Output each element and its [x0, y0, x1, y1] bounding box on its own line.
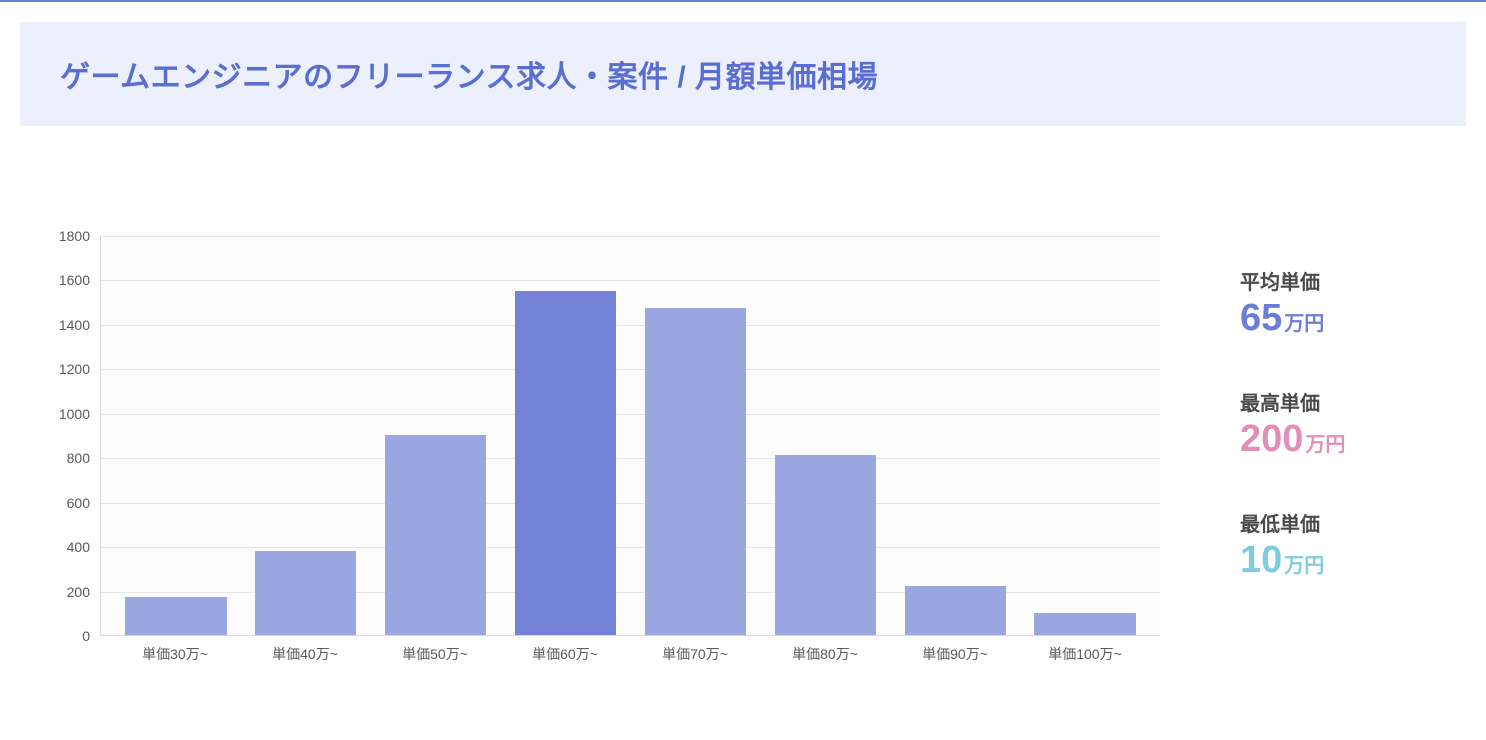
x-tick-label: 単価60万~	[500, 644, 630, 664]
stat-max-unit: 万円	[1305, 428, 1345, 457]
stat-average-unit: 万円	[1284, 307, 1324, 336]
top-divider	[0, 0, 1486, 2]
y-tick-label: 600	[30, 495, 90, 511]
y-tick-label: 1600	[30, 272, 90, 288]
bar-slot	[241, 236, 371, 635]
content-row: 020040060080010001200140016001800 単価30万~…	[0, 236, 1486, 676]
bar-slot	[501, 236, 631, 635]
stat-min-unit: 万円	[1284, 549, 1324, 578]
bar	[1034, 613, 1135, 635]
bar-slot	[760, 236, 890, 635]
bar-slot	[631, 236, 761, 635]
stat-min-label: 最低単価	[1240, 508, 1345, 537]
bar	[645, 308, 746, 635]
price-histogram-chart: 020040060080010001200140016001800 単価30万~…	[20, 236, 1180, 676]
stat-min-value: 10 万円	[1240, 541, 1345, 579]
bar	[515, 291, 616, 635]
bar	[905, 586, 1006, 635]
x-tick-label: 単価70万~	[630, 644, 760, 664]
page-title: ゲームエンジニアのフリーランス求人・案件 / 月額単価相場	[60, 52, 1426, 96]
bar-slot	[1020, 236, 1150, 635]
x-tick-label: 単価40万~	[240, 644, 370, 664]
y-tick-label: 200	[30, 584, 90, 600]
x-tick-label: 単価90万~	[890, 644, 1020, 664]
bar-slot	[890, 236, 1020, 635]
x-tick-label: 単価100万~	[1020, 644, 1150, 664]
x-tick-label: 単価50万~	[370, 644, 500, 664]
y-tick-label: 800	[30, 450, 90, 466]
bar	[255, 551, 356, 635]
bar	[125, 597, 226, 635]
stat-average: 平均単価 65 万円	[1240, 266, 1345, 337]
stats-panel: 平均単価 65 万円 最高単価 200 万円 最低単価 10 万円	[1240, 236, 1345, 629]
stat-max-number: 200	[1240, 420, 1303, 458]
y-tick-label: 0	[30, 628, 90, 644]
y-tick-label: 1000	[30, 406, 90, 422]
stat-average-label: 平均単価	[1240, 266, 1345, 295]
stat-average-value: 65 万円	[1240, 299, 1345, 337]
stat-min-number: 10	[1240, 541, 1282, 579]
chart-plot-area	[100, 236, 1160, 636]
bar-slot	[371, 236, 501, 635]
x-tick-label: 単価30万~	[110, 644, 240, 664]
stat-average-number: 65	[1240, 299, 1282, 337]
x-tick-label: 単価80万~	[760, 644, 890, 664]
chart-x-labels: 単価30万~単価40万~単価50万~単価60万~単価70万~単価80万~単価90…	[100, 644, 1160, 664]
header-band: ゲームエンジニアのフリーランス求人・案件 / 月額単価相場	[20, 22, 1466, 126]
y-tick-label: 1400	[30, 317, 90, 333]
y-tick-label: 1200	[30, 361, 90, 377]
y-tick-label: 400	[30, 539, 90, 555]
chart-bars	[101, 236, 1160, 635]
bar-slot	[111, 236, 241, 635]
stat-max: 最高単価 200 万円	[1240, 387, 1345, 458]
bar	[385, 435, 486, 635]
stat-max-value: 200 万円	[1240, 420, 1345, 458]
bar	[775, 455, 876, 635]
y-tick-label: 1800	[30, 228, 90, 244]
stat-min: 最低単価 10 万円	[1240, 508, 1345, 579]
stat-max-label: 最高単価	[1240, 387, 1345, 416]
